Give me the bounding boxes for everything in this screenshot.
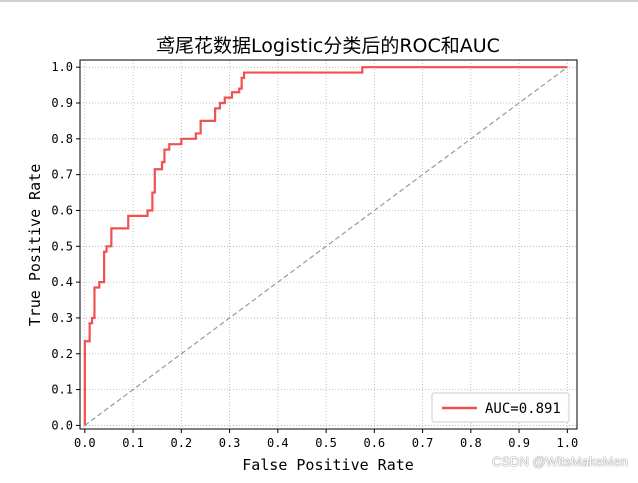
x-tick-label: 0.4 (267, 436, 289, 450)
legend: AUC=0.891 (431, 392, 570, 423)
chart-title: 鸢尾花数据Logistic分类后的ROC和AUC (156, 35, 500, 57)
y-tick-label: 0.6 (51, 203, 73, 217)
y-tick-label: 0.3 (51, 311, 73, 325)
y-axis-label: True Positive Rate (26, 164, 44, 327)
x-axis-label: False Positive Rate (242, 456, 414, 474)
x-tick-label: 0.7 (412, 436, 434, 450)
legend-box (431, 392, 570, 423)
plot-area-frame (79, 59, 578, 430)
x-tick-label: 0.1 (122, 436, 144, 450)
y-tick-label: 0.0 (51, 418, 73, 432)
y-tick-label: 0.4 (51, 275, 73, 289)
x-tick-label: 1.0 (557, 436, 579, 450)
y-tick-label: 0.2 (51, 347, 73, 361)
x-tick-label: 0.3 (219, 436, 241, 450)
x-tick-label: 0.0 (74, 436, 96, 450)
axis-ticks: 0.0 0.1 0.2 0.3 0.4 0.5 0.6 0.7 0.8 0.9 1.0 0.0 0.1 0… (51, 60, 578, 450)
x-tick-label: 0.9 (508, 436, 530, 450)
series-layer (83, 66, 568, 426)
y-tick-label: 0.9 (51, 96, 73, 110)
x-tick-label: 0.6 (363, 436, 385, 450)
x-tick-label: 0.5 (315, 436, 337, 450)
y-tick-label: 0.5 (51, 239, 73, 253)
legend-label: AUC=0.891 (485, 401, 561, 417)
roc-curve-line (83, 66, 568, 426)
y-tick-label: 0.7 (51, 168, 73, 182)
y-tick-label: 0.1 (51, 383, 73, 397)
watermark: CSDN @WitsMakeMen (492, 454, 628, 469)
chance-diagonal-line (84, 66, 568, 426)
y-tick-label: 0.8 (51, 132, 73, 146)
window-top-border (0, 0, 638, 2)
x-tick-label: 0.8 (460, 436, 482, 450)
y-tick-label: 1.0 (51, 60, 73, 74)
x-tick-label: 0.2 (170, 436, 192, 450)
